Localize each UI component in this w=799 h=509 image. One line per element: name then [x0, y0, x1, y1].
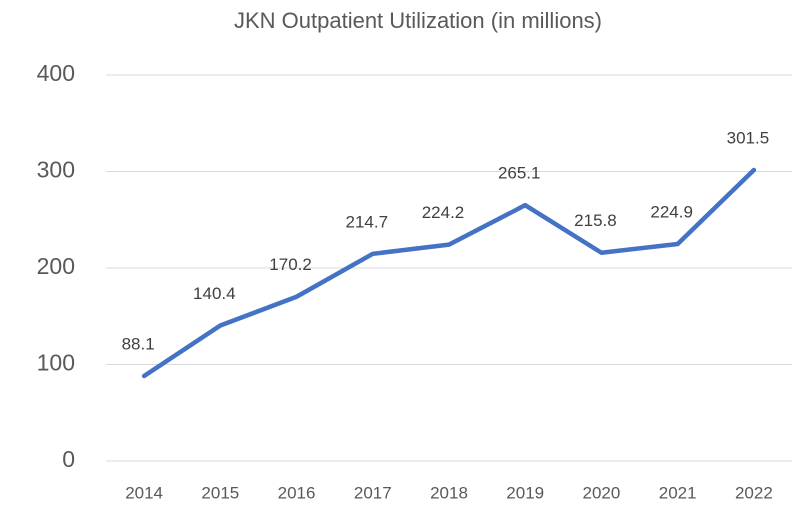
data-label: 265.1 [498, 164, 541, 183]
y-tick-label: 400 [37, 60, 75, 86]
x-tick-label: 2020 [583, 483, 621, 502]
data-label: 214.7 [346, 212, 389, 231]
data-label: 215.8 [574, 211, 617, 230]
data-label: 88.1 [122, 334, 155, 353]
y-tick-label: 300 [37, 157, 75, 183]
x-tick-label: 2014 [125, 483, 163, 502]
data-label: 170.2 [269, 255, 312, 274]
x-tick-label: 2016 [278, 483, 316, 502]
x-tick-label: 2017 [354, 483, 392, 502]
data-label: 224.9 [650, 202, 693, 221]
data-label: 140.4 [193, 284, 236, 303]
x-tick-label: 2021 [659, 483, 697, 502]
chart-title: JKN Outpatient Utilization (in millions) [234, 8, 602, 33]
data-label: 224.2 [422, 203, 465, 222]
y-tick-label: 100 [37, 350, 75, 376]
x-tick-label: 2019 [506, 483, 544, 502]
line [141, 167, 757, 379]
x-tick-label: 2022 [735, 483, 773, 502]
y-tick-label: 200 [37, 253, 75, 279]
x-tick-label: 2015 [201, 483, 239, 502]
x-tick-label: 2018 [430, 483, 468, 502]
y-tick-label: 0 [62, 446, 75, 472]
data-label: 301.5 [727, 129, 770, 148]
